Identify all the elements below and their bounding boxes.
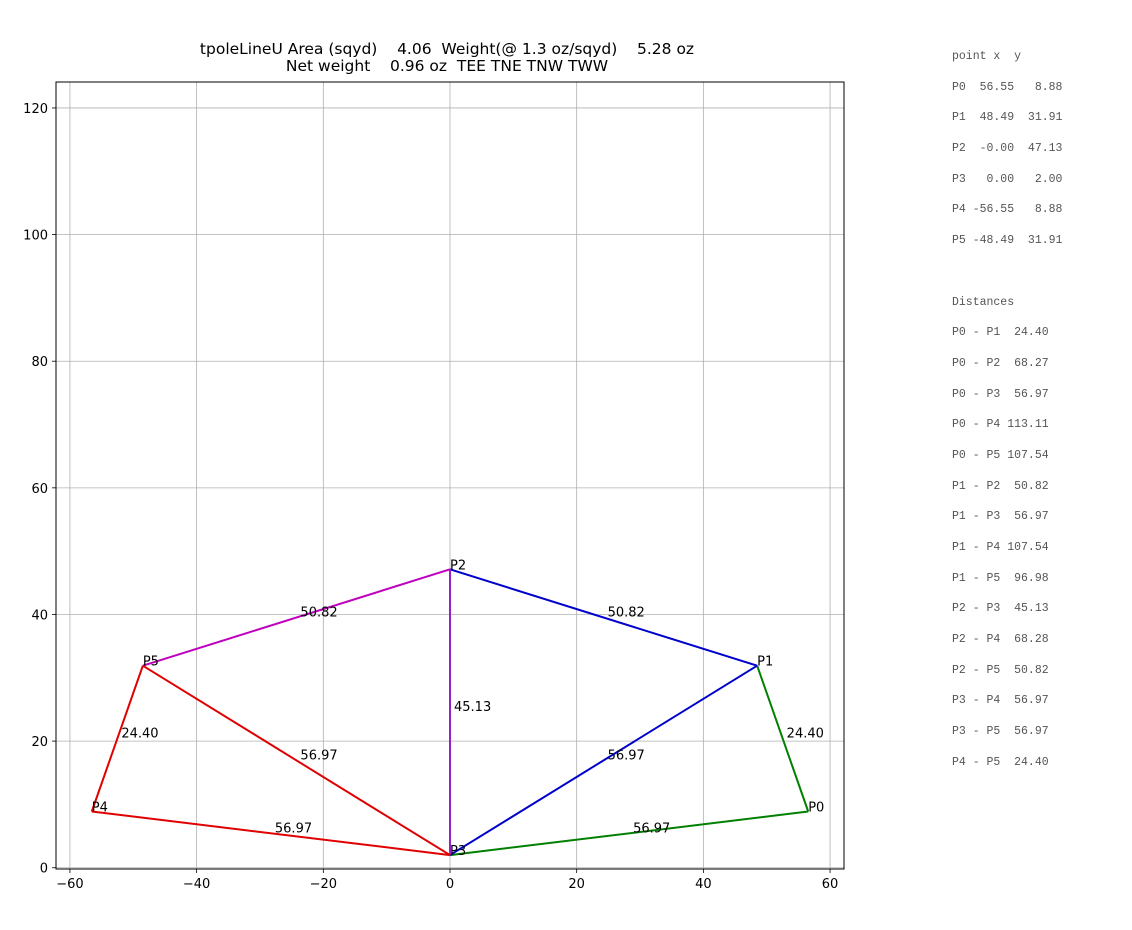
y-tick-label: 20 <box>31 735 48 750</box>
segment-P0-P1 <box>756 665 810 812</box>
distance-row: P3 - P4 56.97 <box>952 694 1049 708</box>
segment-P5-P4 <box>90 665 144 812</box>
segment-length-label: 24.40 <box>787 727 824 742</box>
segment-P1-P2 <box>449 568 758 667</box>
segment-length-label: 56.97 <box>633 821 670 836</box>
title-line-2: Net weight 0.96 oz TEE TNE TNW TWW <box>285 57 609 75</box>
distance-row: P1 - P5 96.98 <box>952 571 1049 585</box>
x-tick-label: −60 <box>56 877 83 892</box>
point-row: P0 56.55 8.88 <box>952 80 1063 94</box>
segment-length-label: 56.97 <box>300 748 337 763</box>
distance-row: P1 - P4 107.54 <box>952 541 1049 554</box>
side-panel: point x y P0 56.55 8.88 P1 48.49 31.91 P2 -… <box>952 50 1062 787</box>
distance-row: P3 - P5 56.97 <box>952 725 1049 739</box>
distance-row: P0 - P1 24.40 <box>952 326 1049 340</box>
y-tick-label: 80 <box>31 355 48 370</box>
distances-header: Distances <box>952 295 1015 309</box>
y-tick-label: 120 <box>23 102 48 117</box>
segment-length-label: 56.97 <box>275 821 312 836</box>
segment-P0-P3 <box>449 810 809 857</box>
distance-row: P2 - P5 50.82 <box>952 663 1049 677</box>
point-label-P0: P0 <box>808 801 824 816</box>
x-tick-label: 20 <box>568 877 585 892</box>
y-tick-label: 100 <box>23 229 48 244</box>
point-label-P1: P1 <box>757 655 773 670</box>
point-row: P1 48.49 31.91 <box>952 111 1063 125</box>
segment-P5-P3 <box>142 664 451 856</box>
segment-length-label: 24.40 <box>121 727 158 742</box>
y-tick-label: 60 <box>31 482 48 497</box>
distance-row: P4 - P5 24.40 <box>952 755 1049 769</box>
points-header: point x y <box>952 50 1022 63</box>
point-label-P3: P3 <box>450 844 466 859</box>
point-row: P3 0.00 2.00 <box>952 172 1063 186</box>
spacer <box>952 265 1062 296</box>
chart-title: tpoleLineU Area (sqyd) 4.06 Weight(@ 1.3… <box>0 41 894 75</box>
segment-P1-P3 <box>449 664 758 856</box>
segment-length-label: 50.82 <box>608 606 645 621</box>
x-tick-label: 40 <box>695 877 712 892</box>
y-tick-label: 40 <box>31 608 48 623</box>
segment-P4-P3 <box>91 810 451 857</box>
segment-P2-P5 <box>142 568 451 667</box>
distance-row: P1 - P2 50.82 <box>952 479 1049 493</box>
point-label-P4: P4 <box>92 801 108 816</box>
distance-row: P1 - P3 56.97 <box>952 510 1049 524</box>
y-tick-label: 0 <box>40 862 48 877</box>
distance-row: P2 - P4 68.28 <box>952 633 1049 647</box>
title-line-1: tpoleLineU Area (sqyd) 4.06 Weight(@ 1.3… <box>199 40 695 58</box>
x-tick-label: 0 <box>446 877 454 892</box>
segment-length-label: 45.13 <box>454 700 491 715</box>
point-row: P2 -0.00 47.13 <box>952 142 1063 156</box>
x-tick-label: −20 <box>310 877 337 892</box>
point-label-P5: P5 <box>143 655 159 670</box>
point-row: P5 -48.49 31.91 <box>952 234 1063 248</box>
x-tick-label: 60 <box>822 877 839 892</box>
point-row: P4 -56.55 8.88 <box>952 203 1063 217</box>
point-label-P2: P2 <box>450 558 466 573</box>
segment-length-label: 50.82 <box>300 606 337 621</box>
distance-row: P0 - P5 107.54 <box>952 448 1049 462</box>
distance-row: P0 - P3 56.97 <box>952 387 1049 401</box>
distance-row: P0 - P2 68.27 <box>952 356 1049 370</box>
distance-row: P0 - P4 113.11 <box>952 418 1049 432</box>
distance-row: P2 - P3 45.13 <box>952 602 1049 616</box>
segment-length-label: 56.97 <box>608 748 645 763</box>
x-tick-label: −40 <box>183 877 210 892</box>
axes-frame <box>55 81 845 870</box>
